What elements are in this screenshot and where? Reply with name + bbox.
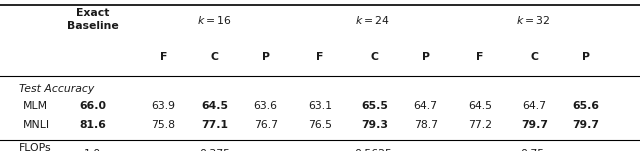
Text: 79.7: 79.7 — [521, 120, 548, 130]
Text: FLOPs
Ratio: FLOPs Ratio — [19, 143, 52, 151]
Text: Test Accuracy: Test Accuracy — [19, 84, 95, 94]
Text: 65.6: 65.6 — [572, 101, 599, 111]
Text: C: C — [371, 52, 378, 62]
Text: 76.5: 76.5 — [308, 120, 332, 130]
Text: 64.7: 64.7 — [522, 101, 547, 111]
Text: 63.6: 63.6 — [253, 101, 278, 111]
Text: 0.375: 0.375 — [199, 149, 230, 151]
Text: $k = 16$: $k = 16$ — [197, 14, 232, 26]
Text: 76.7: 76.7 — [253, 120, 278, 130]
Text: $k = 24$: $k = 24$ — [355, 14, 390, 26]
Text: 77.2: 77.2 — [468, 120, 492, 130]
Text: 65.5: 65.5 — [361, 101, 388, 111]
Text: F: F — [476, 52, 484, 62]
Text: 75.8: 75.8 — [151, 120, 175, 130]
Text: 64.5: 64.5 — [468, 101, 492, 111]
Text: 81.6: 81.6 — [79, 120, 106, 130]
Text: 64.7: 64.7 — [413, 101, 438, 111]
Text: 78.7: 78.7 — [413, 120, 438, 130]
Text: 64.5: 64.5 — [201, 101, 228, 111]
Text: MNLI: MNLI — [22, 120, 49, 130]
Text: 0.75: 0.75 — [521, 149, 545, 151]
Text: Exact
Baseline: Exact Baseline — [67, 8, 118, 31]
Text: 63.1: 63.1 — [308, 101, 332, 111]
Text: 63.9: 63.9 — [151, 101, 175, 111]
Text: P: P — [422, 52, 429, 62]
Text: 1.0: 1.0 — [84, 149, 101, 151]
Text: P: P — [582, 52, 589, 62]
Text: P: P — [262, 52, 269, 62]
Text: F: F — [316, 52, 324, 62]
Text: 0.5625: 0.5625 — [354, 149, 392, 151]
Text: 77.1: 77.1 — [201, 120, 228, 130]
Text: MLM: MLM — [22, 101, 47, 111]
Text: C: C — [211, 52, 218, 62]
Text: C: C — [531, 52, 538, 62]
Text: 66.0: 66.0 — [79, 101, 106, 111]
Text: 79.7: 79.7 — [572, 120, 599, 130]
Text: 79.3: 79.3 — [361, 120, 388, 130]
Text: $k = 32$: $k = 32$ — [516, 14, 550, 26]
Text: F: F — [159, 52, 167, 62]
